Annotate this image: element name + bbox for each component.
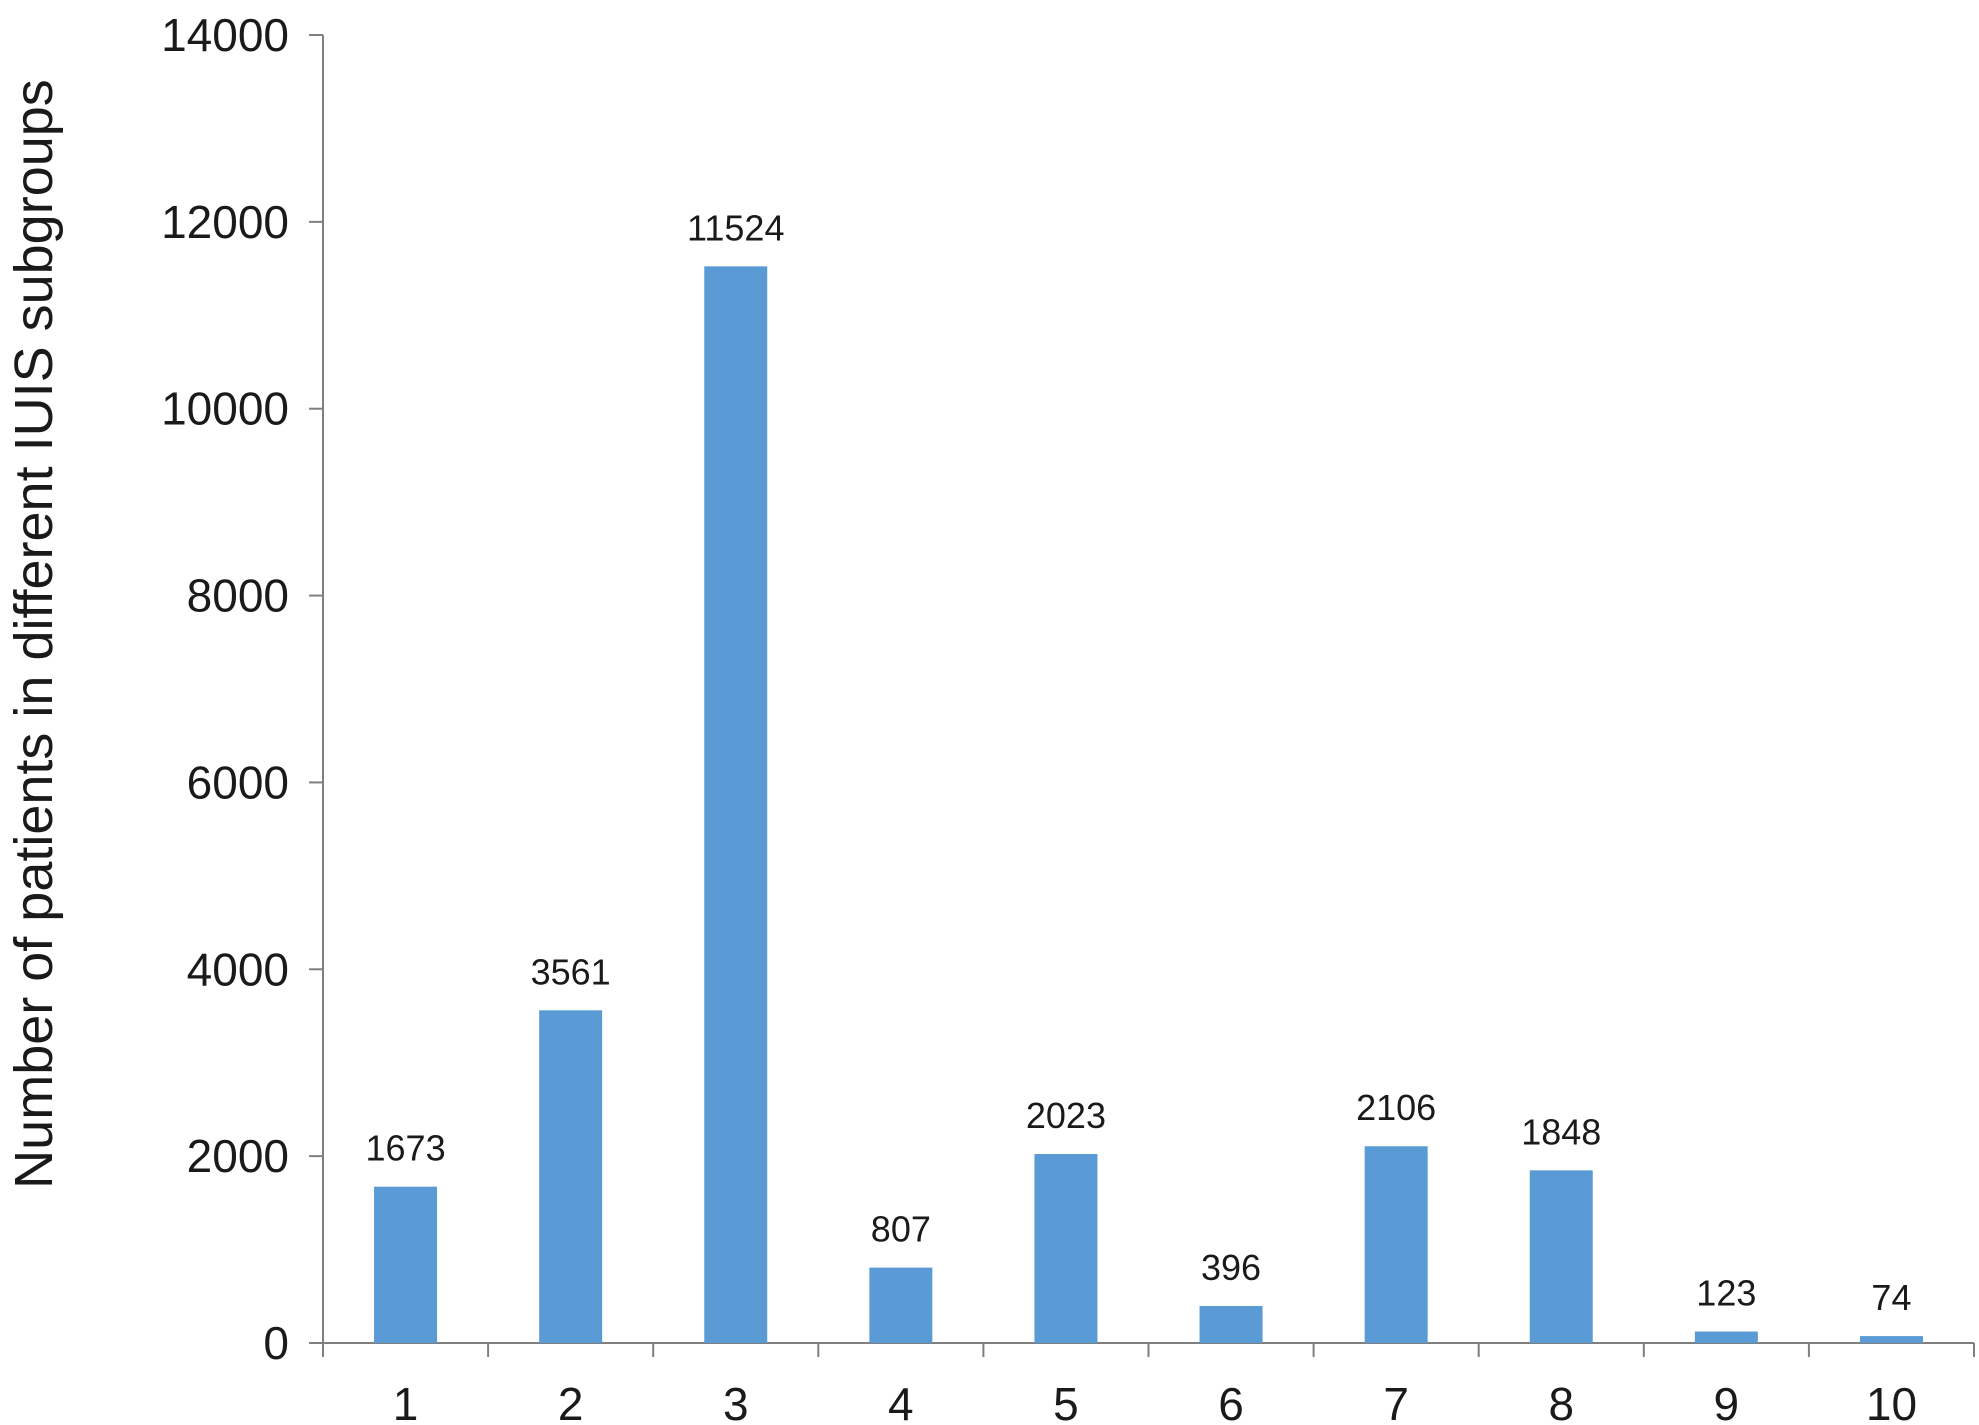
- data-label: 74: [1871, 1277, 1911, 1318]
- bar: [374, 1186, 438, 1343]
- bar: [1529, 1170, 1593, 1343]
- y-tick-label: 2000: [187, 1130, 289, 1182]
- y-axis: 0 2000 4000 6000 8000 10000 12000 14000: [161, 9, 324, 1369]
- x-tick-label: 3: [723, 1378, 749, 1425]
- x-tick-label: 6: [1218, 1378, 1244, 1425]
- bar: [1199, 1306, 1263, 1343]
- y-axis-title: Number of patients in different IUIS sub…: [4, 79, 64, 1189]
- bar: [1364, 1146, 1428, 1343]
- y-tick-label: 4000: [187, 943, 289, 995]
- y-tick-label: 14000: [161, 9, 289, 61]
- data-label: 2106: [1356, 1087, 1436, 1128]
- bar: [1034, 1153, 1098, 1343]
- data-label: 123: [1696, 1273, 1756, 1314]
- x-axis: 1 2 3 4 5 6 7 8 9 10: [322, 1342, 1975, 1425]
- data-label: 3561: [531, 951, 611, 992]
- data-label: 1673: [366, 1128, 446, 1169]
- bar: [704, 266, 768, 1344]
- y-tick-label: 0: [263, 1317, 289, 1369]
- bar: [1859, 1336, 1923, 1343]
- y-tick-label: 6000: [187, 756, 289, 808]
- bar: [869, 1267, 933, 1343]
- x-tick-label: 10: [1866, 1378, 1917, 1425]
- x-tick-label: 2: [558, 1378, 584, 1425]
- bar: [539, 1010, 603, 1343]
- y-tick-label: 12000: [161, 196, 289, 248]
- data-label: 396: [1201, 1247, 1261, 1288]
- x-tick-label: 1: [393, 1378, 419, 1425]
- x-tick-label: 4: [888, 1378, 914, 1425]
- bars: [374, 266, 1923, 1344]
- data-labels: 1673 3561 11524 807 2023 396 2106 1848 123 74: [366, 207, 1912, 1318]
- y-tick-label: 10000: [161, 383, 289, 435]
- x-tick-label: 9: [1714, 1378, 1740, 1425]
- y-tick-label: 8000: [187, 570, 289, 622]
- data-label: 807: [871, 1209, 931, 1250]
- x-tick-label: 8: [1548, 1378, 1574, 1425]
- data-label: 11524: [687, 207, 784, 248]
- y-axis-title-group: Number of patients in different IUIS sub…: [4, 79, 64, 1189]
- x-tick-label: 5: [1053, 1378, 1079, 1425]
- bar: [1694, 1331, 1758, 1343]
- x-tick-label: 7: [1383, 1378, 1409, 1425]
- data-label: 2023: [1026, 1095, 1106, 1136]
- data-label: 1848: [1521, 1111, 1601, 1152]
